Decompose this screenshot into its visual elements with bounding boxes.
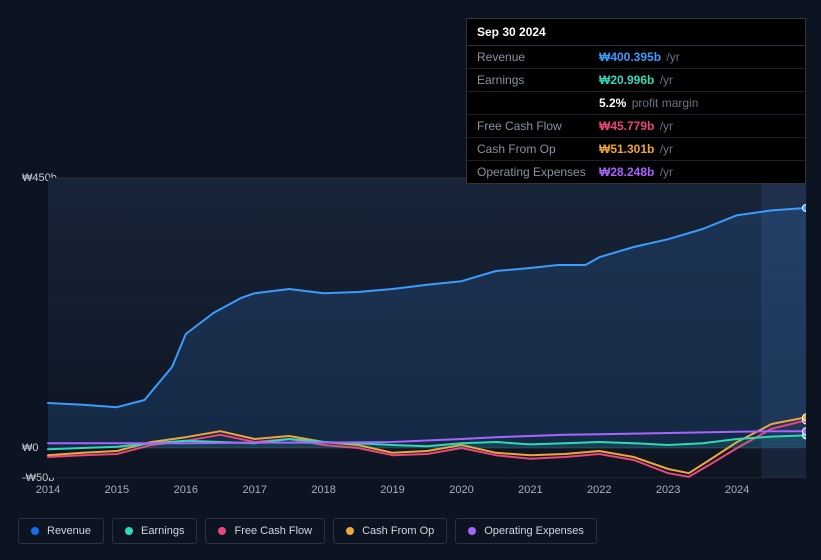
tooltip-row-label: Cash From Op	[477, 142, 587, 156]
legend-label: Operating Expenses	[484, 525, 584, 537]
x-axis-label: 2018	[311, 484, 335, 496]
x-axis-label: 2021	[518, 484, 542, 496]
tooltip-row-label	[477, 96, 587, 110]
legend-label: Revenue	[47, 525, 91, 537]
tooltip-row-label: Revenue	[477, 50, 587, 64]
legend-label: Earnings	[141, 525, 184, 537]
tooltip-row: Operating Expenses ₩28.248b /yr	[467, 161, 805, 183]
tooltip-row: Revenue ₩400.395b /yr	[467, 46, 805, 69]
chart-plot-area[interactable]	[15, 158, 806, 478]
tooltip-row-suffix: profit margin	[628, 96, 698, 110]
x-axis-label: 2017	[242, 484, 266, 496]
tooltip-row-suffix: /yr	[663, 50, 680, 64]
tooltip-row-suffix: /yr	[656, 142, 673, 156]
tooltip-row-suffix: /yr	[656, 73, 673, 87]
legend-item[interactable]: Revenue	[18, 518, 104, 544]
legend-dot-icon	[218, 527, 226, 535]
tooltip-row-value: ₩20.996b	[599, 73, 654, 87]
x-axis-label: 2020	[449, 484, 473, 496]
legend-item[interactable]: Operating Expenses	[455, 518, 597, 544]
tooltip-row: Free Cash Flow ₩45.779b /yr	[467, 115, 805, 138]
legend-dot-icon	[346, 527, 354, 535]
x-axis-label: 2019	[380, 484, 404, 496]
chart-tooltip: Sep 30 2024 Revenue₩400.395b /yrEarnings…	[466, 18, 806, 184]
x-axis-label: 2016	[174, 484, 198, 496]
end-marker	[803, 414, 807, 421]
x-axis-label: 2024	[725, 484, 749, 496]
tooltip-row-value: ₩400.395b	[599, 50, 661, 64]
x-axis-label: 2023	[656, 484, 680, 496]
legend-dot-icon	[468, 527, 476, 535]
chart-legend: Revenue Earnings Free Cash Flow Cash From O…	[18, 518, 597, 544]
tooltip-row-label: Operating Expenses	[477, 165, 587, 179]
legend-dot-icon	[125, 527, 133, 535]
tooltip-date: Sep 30 2024	[467, 19, 805, 46]
legend-label: Cash From Op	[362, 525, 434, 537]
tooltip-row-label: Free Cash Flow	[477, 119, 587, 133]
end-marker	[803, 205, 807, 212]
tooltip-row-value: ₩45.779b	[599, 119, 654, 133]
tooltip-row: Cash From Op ₩51.301b /yr	[467, 138, 805, 161]
legend-item[interactable]: Free Cash Flow	[205, 518, 325, 544]
tooltip-row-value: ₩51.301b	[599, 142, 654, 156]
tooltip-row-value: 5.2%	[599, 96, 626, 110]
legend-label: Free Cash Flow	[234, 525, 312, 537]
x-axis-label: 2015	[105, 484, 129, 496]
legend-item[interactable]: Earnings	[112, 518, 197, 544]
tooltip-row: 5.2% profit margin	[467, 92, 805, 115]
tooltip-row: Earnings ₩20.996b /yr	[467, 69, 805, 92]
tooltip-row-value: ₩28.248b	[599, 165, 654, 179]
legend-dot-icon	[31, 527, 39, 535]
legend-item[interactable]: Cash From Op	[333, 518, 447, 544]
tooltip-row-label: Earnings	[477, 73, 587, 87]
x-axis-label: 2022	[587, 484, 611, 496]
x-axis-label: 2014	[36, 484, 60, 496]
end-marker	[803, 428, 807, 435]
tooltip-row-suffix: /yr	[656, 165, 673, 179]
tooltip-row-suffix: /yr	[656, 119, 673, 133]
